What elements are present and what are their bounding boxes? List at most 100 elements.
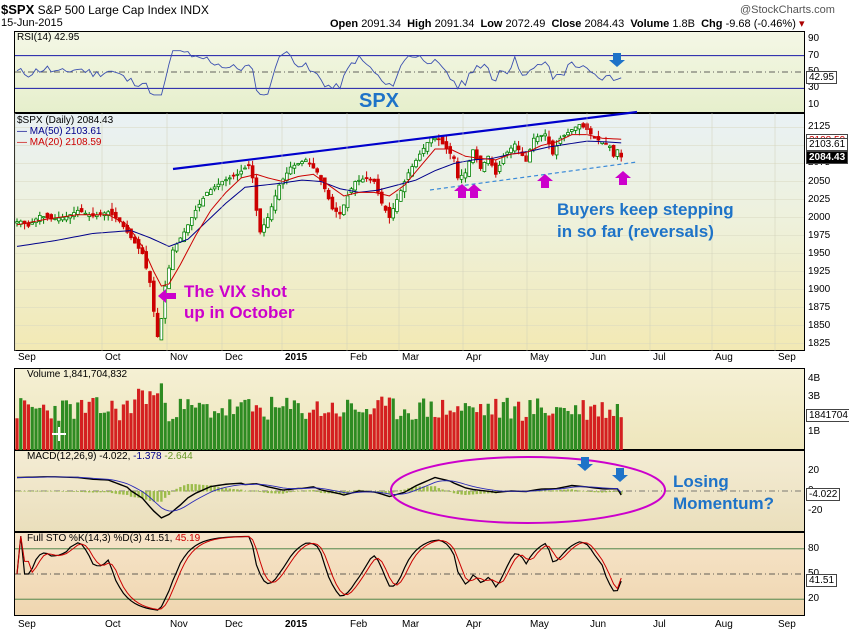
volume-bar [308,412,312,450]
price-bar [254,177,259,211]
volume-bar [608,409,612,450]
macd-histogram-bar [574,489,577,492]
x-tick-label: Feb [350,352,368,363]
price-bar [98,212,103,215]
volume-bar [315,401,319,450]
price-bar [76,209,80,215]
macd-histogram-bar [285,491,288,493]
volume-bar [501,402,505,450]
price-tick-label: 2125 [808,121,831,133]
macd-histogram-bar [152,491,155,502]
price-bar [167,267,171,290]
volume-bar [87,401,91,450]
macd-histogram-bar [616,491,619,492]
volume-bar [232,414,236,450]
x-tick-label: Sep [778,619,796,630]
price-bar [41,216,46,219]
macd-histogram-bar [213,486,216,492]
volume-bar [266,419,270,450]
volume-bar [612,415,616,450]
x-tick-label: Jun [590,352,607,363]
macd-histogram-bar [270,491,273,494]
price-bar [216,183,221,188]
macd-histogram-bar [422,486,425,492]
volume-bar [547,415,551,450]
macd-histogram-bar [190,484,193,492]
losing-annotation-line2: Momentum? [673,494,775,513]
volume-bar [186,399,190,450]
price-bar [360,178,365,183]
volume-bar [304,418,308,450]
volume-bar [45,410,49,450]
macd-histogram-bar [308,490,311,492]
dropdown-icon[interactable]: ▾ [798,18,805,30]
price-bar [296,163,300,166]
sto-value-tag: 41.51 [806,574,838,587]
ma50-legend: — MA(50) 2103.61 [17,126,102,137]
sto-d-line [16,536,622,611]
price-bar [338,211,342,215]
price-tick-label: 1925 [808,265,831,277]
macd-histogram-bar [468,491,471,495]
price-bar [376,178,380,193]
buyer-up-arrow-icon-1 [454,184,470,198]
volume-bar [619,417,623,450]
volume-bar [178,398,182,450]
volume-bar [273,407,277,450]
volume-bar [213,411,217,450]
macd-histogram-bar [395,490,399,492]
macd-histogram-bar [350,491,353,492]
volume-bar [129,413,133,450]
volume-bar [551,413,555,450]
macd-histogram-bar [376,491,380,493]
macd-histogram-bar [433,486,437,492]
volume-bar [137,388,141,450]
volume-bar [26,404,30,450]
volume-bar [144,404,148,450]
macd-histogram-bar [103,491,106,493]
exchange: INDX [180,3,209,17]
price-bar [372,178,376,182]
price-bar [205,191,209,196]
macd-histogram-bar [297,490,300,492]
macd-histogram-bar [61,491,64,492]
price-bar [186,224,190,234]
crosshair-icon[interactable] [52,427,66,441]
price-bar [516,145,521,151]
volume-bar [615,403,619,450]
macd-histogram-bar [34,490,38,492]
price-bar [197,203,202,208]
price-bar [513,143,517,152]
macd-histogram-bar [107,491,110,493]
price-bar [49,214,53,220]
volume-value-tag: 1841704 [806,409,849,422]
price-tick-label: 2050 [808,175,831,187]
volume-bar [311,409,315,450]
price-bar [129,228,133,239]
rsi-down-arrow-icon [609,53,625,67]
macd-histogram-bar [72,491,76,492]
macd-histogram-bar [289,491,292,493]
volume-bar [365,409,369,450]
price-bar [596,136,601,141]
price-bar [425,142,430,152]
macd-histogram-bar [399,490,402,492]
volume-bar [566,410,570,450]
volume-bar [517,401,521,450]
price-bar [315,168,319,173]
macd-histogram-bar [471,491,475,495]
vix-left-arrow-icon [158,289,176,303]
price-bar [45,212,50,219]
macd-histogram-bar [559,489,562,492]
macd-histogram-bar [141,491,144,499]
volume-bar [68,404,72,450]
price-bar [319,175,323,181]
macd-legend: MACD(12,26,9) -4.022, -1.378 -2.644 [27,451,193,462]
macd-histogram-bar [384,491,387,494]
macd-histogram-bar [167,491,171,495]
volume-bar [95,397,99,450]
macd-histogram-bar [430,486,433,492]
macd-histogram-bar [483,491,486,494]
volume-bar [353,409,357,450]
volume-bar [471,407,475,450]
